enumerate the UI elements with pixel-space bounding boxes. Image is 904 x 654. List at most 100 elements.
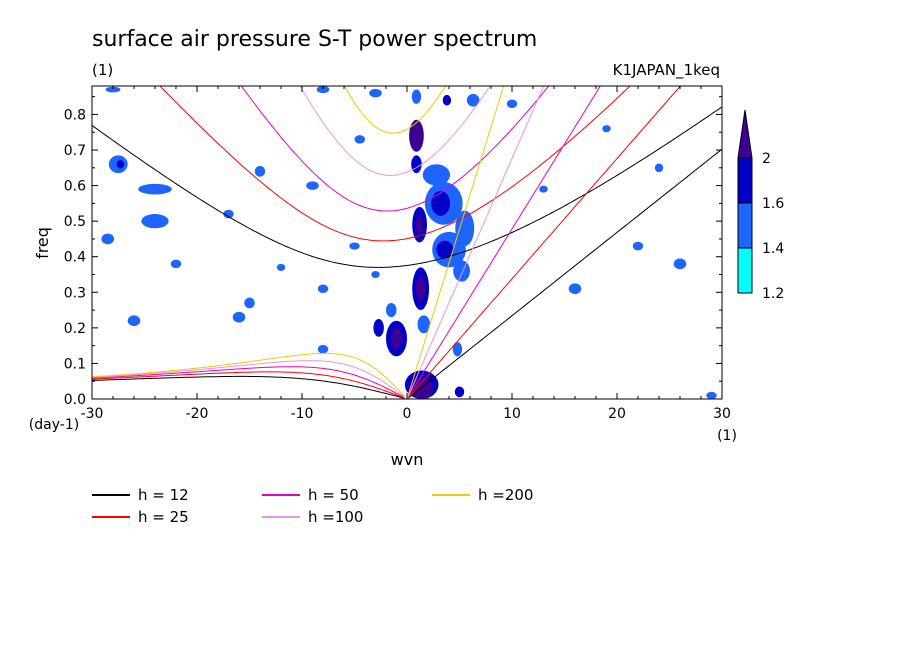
contour-region	[101, 233, 115, 245]
contour-region	[654, 163, 664, 173]
y-unit-label: (day-1)	[29, 417, 79, 433]
contour-region	[632, 241, 644, 251]
contour-region	[170, 259, 182, 269]
contour-region	[317, 284, 329, 294]
contour-region	[411, 155, 422, 174]
dispersion-curve-gravity-h100	[299, 86, 491, 176]
x-tick-label: 0	[403, 406, 412, 422]
contour-region	[539, 185, 548, 193]
colorbar-label: 1.6	[762, 196, 784, 212]
contour-region	[415, 276, 426, 302]
colorbar-label: 1.4	[762, 241, 784, 257]
y-tick-label: 0.5	[64, 214, 86, 230]
dispersion-curve-gravity-h25	[159, 86, 631, 242]
x-tick-label: 20	[608, 406, 626, 422]
contour-region	[223, 209, 234, 219]
colorbar-segment	[737, 247, 753, 294]
dispersion-curves	[92, 86, 722, 399]
contour-region	[244, 297, 255, 309]
x-tick-label: -20	[186, 406, 209, 422]
x-tick-label: -10	[291, 406, 314, 422]
dispersion-curve-gravity-h12	[92, 106, 722, 268]
x-axis-label: wvn	[391, 450, 424, 469]
y-tick-label: 0.3	[64, 285, 86, 301]
colorbar-label: 2	[762, 151, 771, 167]
contour-region	[415, 215, 424, 234]
legend-label: h = 25	[138, 508, 189, 526]
colorbar-extension	[737, 109, 753, 159]
contour-region	[349, 242, 360, 250]
y-tick-label: 0.7	[64, 143, 86, 159]
contour-region	[373, 318, 384, 337]
y-tick-label: 0.8	[64, 107, 86, 123]
contour-region	[409, 119, 424, 152]
dispersion-curve-rossby-h12	[92, 375, 405, 399]
legend-label: h = 12	[138, 486, 189, 504]
dispersion-curve-rossby-h50	[92, 366, 405, 399]
contour-region	[386, 302, 397, 318]
contour-region	[317, 344, 329, 354]
x-tick-label: 10	[503, 406, 521, 422]
legend-label: h = 50	[308, 486, 359, 504]
contour-region	[431, 190, 451, 216]
contour-region	[316, 86, 330, 94]
dispersion-curve-kelvin-h100	[406, 86, 545, 399]
contour-region	[568, 283, 582, 295]
colorbar: 2 1.6 1.4 1.2	[737, 109, 784, 302]
contour-region	[306, 181, 319, 190]
contour-region	[354, 135, 365, 144]
contour-region	[276, 263, 286, 271]
contour-region	[602, 125, 611, 133]
contour-region	[371, 270, 380, 279]
chart-title: surface air pressure S-T power spectrum	[92, 27, 537, 52]
contour-region	[141, 214, 169, 229]
x-unit-label: (1)	[717, 428, 737, 444]
x-axis-ticks: -30 -20 -10 0 10 20 30	[81, 86, 731, 422]
legend: h = 12 h = 25 h = 50 h =100 h =200	[92, 486, 533, 526]
chart-subtitle-right: K1JAPAN_1keq	[613, 61, 720, 80]
y-tick-label: 0.0	[64, 392, 86, 408]
dispersion-curve-kelvin-h25	[406, 86, 682, 399]
legend-label: h =100	[308, 508, 363, 526]
contour-region	[442, 94, 452, 106]
dispersion-curve-rossby-h200	[92, 352, 405, 397]
y-tick-label: 0.6	[64, 179, 86, 195]
dispersion-curve-kelvin-h50	[406, 86, 601, 399]
contour-region	[105, 86, 121, 93]
colorbar-segment	[737, 157, 753, 204]
chart-subtitle-left: (1)	[92, 61, 113, 79]
contour-region	[390, 327, 403, 350]
contour-region	[673, 258, 687, 270]
x-tick-label: 30	[713, 406, 731, 422]
contour-region	[411, 89, 422, 104]
y-tick-label: 0.2	[64, 321, 86, 337]
contour-region	[232, 311, 246, 323]
contour-region	[455, 210, 475, 247]
contour-region	[453, 260, 470, 282]
dispersion-curve-kelvin-h12	[406, 148, 722, 399]
y-axis-label: freq	[33, 227, 52, 259]
dispersion-curve-kelvin-h200	[406, 86, 505, 399]
y-tick-label: 0.4	[64, 250, 86, 266]
contour-region	[506, 99, 518, 109]
contour-region	[436, 240, 454, 259]
contour-region	[454, 386, 465, 398]
y-tick-label: 0.1	[64, 356, 86, 372]
dispersion-curve-gravity-h50	[240, 86, 550, 212]
colorbar-label: 1.2	[762, 286, 784, 302]
contour-region	[369, 88, 382, 98]
dispersion-curve-gravity-h200	[344, 86, 447, 134]
contour-fill-layer	[101, 86, 717, 399]
contour-region	[254, 166, 266, 177]
contour-region	[138, 183, 172, 195]
contour-region	[452, 342, 463, 357]
contour-region	[466, 93, 480, 107]
dispersion-curve-rossby-h100	[92, 360, 405, 398]
contour-region	[706, 391, 717, 399]
colorbar-segment	[737, 202, 753, 249]
contour-region	[422, 164, 451, 186]
contour-region	[116, 159, 125, 169]
plot-frame	[91, 85, 723, 400]
contour-region	[127, 315, 141, 327]
dispersion-curve-rossby-h25	[92, 371, 405, 399]
